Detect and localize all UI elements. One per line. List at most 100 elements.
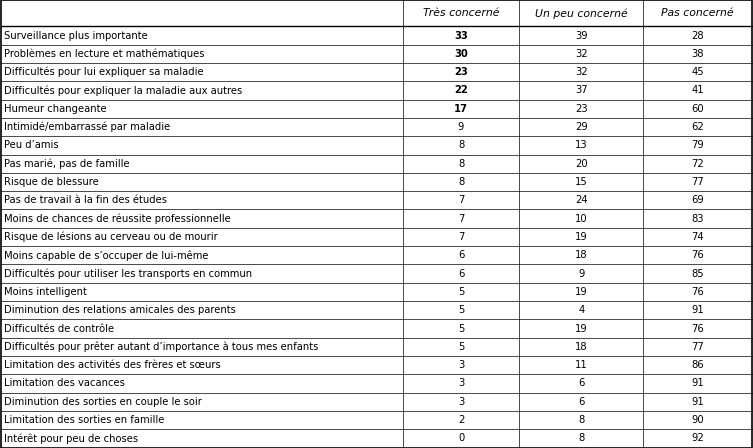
Text: 38: 38 [691, 49, 704, 59]
Text: Diminution des relations amicales des parents: Diminution des relations amicales des pa… [4, 305, 236, 315]
Bar [1, 26, 752, 45]
Text: 32: 32 [575, 49, 587, 59]
Bar [1, 210, 752, 228]
Text: 7: 7 [458, 195, 465, 205]
Text: Intimidé/embarrassé par maladie: Intimidé/embarrassé par maladie [4, 122, 170, 132]
Text: 76: 76 [691, 287, 704, 297]
Text: 91: 91 [691, 397, 704, 407]
Text: 24: 24 [575, 195, 587, 205]
Text: 3: 3 [458, 397, 464, 407]
Bar [1, 228, 752, 246]
Bar [1, 246, 752, 264]
Bar [1, 319, 752, 338]
Text: 3: 3 [458, 360, 464, 370]
Text: Limitation des activités des frères et sœurs: Limitation des activités des frères et s… [4, 360, 221, 370]
Text: 0: 0 [458, 433, 464, 444]
Text: Difficultés pour utiliser les transports en commun: Difficultés pour utiliser les transports… [4, 268, 252, 279]
Text: Pas de travail à la fin des études: Pas de travail à la fin des études [4, 195, 166, 205]
Text: 2: 2 [458, 415, 465, 425]
Bar [1, 301, 752, 319]
Text: 5: 5 [458, 305, 465, 315]
Text: Moins de chances de réussite professionnelle: Moins de chances de réussite professionn… [4, 213, 230, 224]
Text: Problèmes en lecture et mathématiques: Problèmes en lecture et mathématiques [4, 48, 204, 59]
Text: 90: 90 [691, 415, 704, 425]
Bar [1, 356, 752, 375]
Bar [1, 429, 752, 448]
Text: 8: 8 [578, 433, 584, 444]
Text: 20: 20 [575, 159, 587, 169]
Text: 32: 32 [575, 67, 587, 77]
Text: 8: 8 [458, 140, 464, 151]
Text: 17: 17 [454, 104, 468, 114]
Text: 6: 6 [578, 397, 584, 407]
Text: 6: 6 [458, 250, 465, 260]
Text: Humeur changeante: Humeur changeante [4, 104, 106, 114]
Bar [1, 155, 752, 173]
Text: 37: 37 [575, 86, 587, 95]
Text: 29: 29 [575, 122, 587, 132]
Text: Limitation des sorties en famille: Limitation des sorties en famille [4, 415, 164, 425]
Text: Pas marié, pas de famille: Pas marié, pas de famille [4, 159, 130, 169]
Bar [1, 45, 752, 63]
Text: 83: 83 [691, 214, 704, 224]
Text: 39: 39 [575, 30, 587, 40]
Text: 9: 9 [578, 269, 584, 279]
Text: 85: 85 [691, 269, 704, 279]
Text: Moins intelligent: Moins intelligent [4, 287, 87, 297]
Text: 22: 22 [454, 86, 468, 95]
Text: 91: 91 [691, 379, 704, 388]
Text: Moins capable de s’occuper de lui-même: Moins capable de s’occuper de lui-même [4, 250, 209, 261]
Text: 5: 5 [458, 287, 465, 297]
Text: 8: 8 [458, 159, 464, 169]
Text: Pas concerné: Pas concerné [661, 9, 734, 18]
Text: Difficultés pour lui expliquer sa maladie: Difficultés pour lui expliquer sa maladi… [4, 67, 203, 78]
Bar [1, 63, 752, 82]
Bar [1, 191, 752, 210]
Text: Difficultés pour prêter autant d’importance à tous mes enfants: Difficultés pour prêter autant d’importa… [4, 341, 318, 352]
Bar [1, 411, 752, 429]
Text: 18: 18 [575, 342, 587, 352]
Text: 23: 23 [454, 67, 468, 77]
Text: 62: 62 [691, 122, 704, 132]
Bar [1, 173, 752, 191]
Text: 79: 79 [691, 140, 704, 151]
Text: 5: 5 [458, 342, 465, 352]
Text: 45: 45 [691, 67, 704, 77]
Bar [1, 392, 752, 411]
Text: 74: 74 [691, 232, 704, 242]
Text: 72: 72 [691, 159, 704, 169]
Text: 41: 41 [691, 86, 704, 95]
Text: 9: 9 [458, 122, 465, 132]
Text: 92: 92 [691, 433, 704, 444]
Text: 86: 86 [691, 360, 704, 370]
Bar [1, 375, 752, 392]
Text: Difficultés pour expliquer la maladie aux autres: Difficultés pour expliquer la maladie au… [4, 85, 242, 96]
Text: 76: 76 [691, 323, 704, 333]
Text: 23: 23 [575, 104, 587, 114]
Text: Diminution des sorties en couple le soir: Diminution des sorties en couple le soir [4, 397, 202, 407]
Text: 91: 91 [691, 305, 704, 315]
Text: 18: 18 [575, 250, 587, 260]
Text: 6: 6 [578, 379, 584, 388]
Text: 7: 7 [458, 214, 465, 224]
Text: 19: 19 [575, 287, 587, 297]
Text: 33: 33 [454, 30, 468, 40]
Text: Risque de lésions au cerveau ou de mourir: Risque de lésions au cerveau ou de mouri… [4, 232, 218, 242]
Text: 15: 15 [575, 177, 587, 187]
Text: 30: 30 [454, 49, 468, 59]
Text: Un peu concerné: Un peu concerné [535, 8, 628, 19]
Bar [1, 264, 752, 283]
Text: 5: 5 [458, 323, 465, 333]
Bar [1, 99, 752, 118]
Bar [1, 283, 752, 301]
Text: 7: 7 [458, 232, 465, 242]
Text: 11: 11 [575, 360, 587, 370]
Bar [1, 136, 752, 155]
Text: 69: 69 [691, 195, 704, 205]
Text: 6: 6 [458, 269, 465, 279]
Text: 60: 60 [691, 104, 704, 114]
Text: 8: 8 [578, 415, 584, 425]
Bar [1, 0, 752, 26]
Bar [1, 118, 752, 136]
Text: 19: 19 [575, 323, 587, 333]
